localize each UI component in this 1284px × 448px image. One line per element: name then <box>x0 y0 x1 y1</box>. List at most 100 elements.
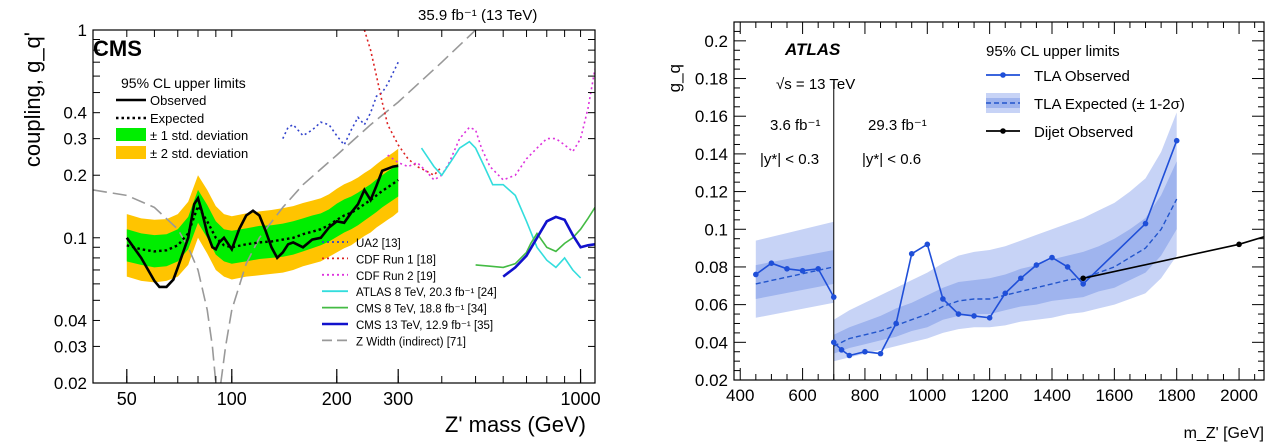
cms-y-tick-label: 1 <box>78 21 87 40</box>
atlas-title: ATLAS <box>784 40 841 59</box>
atlas-y-tick-label: 0.02 <box>695 371 728 390</box>
legend-other-label: Z Width (indirect) [71] <box>356 336 466 348</box>
cms-atlas8-line <box>420 140 582 279</box>
legend-band-swatch <box>116 146 146 159</box>
cms-expected-line <box>126 178 399 253</box>
atlas-y-tick-label: 0.12 <box>695 183 728 202</box>
atlas-tla-obs-high-point <box>846 352 853 359</box>
cms-legend: Observed Expected ± 1 std. deviation ± 2 st… <box>116 93 248 161</box>
atlas-tla-obs-low-point <box>784 266 790 272</box>
atlas-tla-obs-high-point <box>986 315 993 321</box>
atlas-legend-swatch-marker <box>1000 128 1006 134</box>
atlas-x-tick-label: 400 <box>726 386 754 405</box>
legend-other-label: ATLAS 8 TeV, 20.3 fb⁻¹ [24] <box>356 287 497 299</box>
cms-cdf1-line <box>363 30 443 177</box>
cms-legend-other: UA2 [13] CDF Run 1 [18] CDF Run 2 [19] ATLA… <box>322 238 497 348</box>
atlas-tla-obs-low-point <box>815 266 821 272</box>
cms-energy-label: 35.9 fb⁻¹ (13 TeV) <box>418 7 537 24</box>
cms-y-tick-label: 0.3 <box>63 130 87 149</box>
cms-observed-line <box>125 164 399 289</box>
legend-band-swatch <box>116 128 146 141</box>
atlas-tla-obs-high-point <box>971 313 977 319</box>
atlas-lumi-right: 29.3 fb⁻¹ <box>868 117 927 134</box>
atlas-tla-obs-high-point <box>838 347 845 353</box>
cms-x-tick-label: 100 <box>217 389 247 409</box>
atlas-y-tick-label: 0.06 <box>695 296 728 315</box>
atlas-y-tick-label: 0.1 <box>704 220 728 239</box>
atlas-x-tick-label: 1800 <box>1158 386 1196 405</box>
atlas-legend-swatch-marker <box>1000 72 1006 78</box>
atlas-dijet-obs-point <box>1080 275 1086 282</box>
cms-x-tick-label: 200 <box>322 389 352 409</box>
atlas-x-tick-label: 1600 <box>1095 386 1133 405</box>
legend-entry-label: ± 1 std. deviation <box>150 128 248 143</box>
atlas-xlabel: m_Z' [GeV] <box>1184 425 1264 442</box>
atlas-x-tick-label: 1200 <box>971 386 1009 405</box>
atlas-lumi-left: 3.6 fb⁻¹ <box>770 117 820 134</box>
atlas-legend-label: TLA Observed <box>1034 68 1130 85</box>
cms-zwidth-left <box>93 189 217 383</box>
atlas-dijet-obs-point <box>1236 241 1242 248</box>
atlas-tla-obs-high-point <box>877 350 884 357</box>
atlas-tla-obs-low-point <box>799 267 806 274</box>
legend-entry-label: Expected <box>150 111 204 126</box>
cms-zwidth-right <box>220 30 477 383</box>
legend-entry-label: Observed <box>150 93 206 108</box>
atlas-high-1sigma-band <box>833 161 1177 354</box>
atlas-tla-obs-high-point <box>1173 137 1180 144</box>
legend-other-label: UA2 [13] <box>356 238 401 250</box>
atlas-legend-label: TLA Expected (± 1-2σ) <box>1034 96 1185 113</box>
atlas-tla-obs-high-point <box>1033 262 1040 268</box>
cms-x-tick-label: 300 <box>383 389 413 409</box>
atlas-y-tick-label: 0.16 <box>695 107 728 126</box>
atlas-tla-obs-low-point <box>753 271 759 278</box>
atlas-legend-title: 95% CL upper limits <box>986 43 1120 60</box>
atlas-x-tick-label: 800 <box>851 386 879 405</box>
atlas-lines <box>753 82 1264 380</box>
legend-other-label: CDF Run 2 [19] <box>356 271 436 283</box>
legend-other-label: CMS 13 TeV, 12.9 fb⁻¹ [35] <box>356 320 493 332</box>
atlas-ylabel: g_q <box>665 64 684 92</box>
atlas-tla-obs-low-line <box>755 262 835 298</box>
atlas-sqrt-s: √s = 13 TeV <box>776 76 855 93</box>
cms-y-tick-label: 0.02 <box>54 374 87 393</box>
cms-band-2sigma <box>126 148 399 283</box>
cms-x-tick-label: 1000 <box>561 389 601 409</box>
legend-other-label: CDF Run 1 [18] <box>356 254 436 266</box>
atlas-legend: TLA Observed TLA Expected (± 1-2σ) Dijet O… <box>986 68 1185 141</box>
cms-ylabel: coupling, g_q' <box>20 32 45 167</box>
atlas-tla-obs-high-point <box>893 320 899 327</box>
cms-x-tick-label: 50 <box>117 389 137 409</box>
atlas-low-1sigma-band <box>755 250 834 299</box>
legend-other-label: CMS 8 TeV, 18.8 fb⁻¹ [34] <box>356 304 487 316</box>
atlas-tla-obs-high-point <box>1049 254 1055 261</box>
atlas-legend-label: Dijet Observed <box>1034 124 1133 141</box>
atlas-tla-obs-low-point <box>768 260 775 266</box>
cms-cdf2-line <box>387 68 595 181</box>
atlas-rap-right: |y*| < 0.6 <box>862 151 921 168</box>
atlas-tla-obs-high-point <box>830 339 837 346</box>
atlas-x-tick-label: 1000 <box>908 386 946 405</box>
atlas-y-tick-label: 0.18 <box>695 70 728 89</box>
atlas-y-tick-label: 0.2 <box>704 32 728 51</box>
cms-y-tick-label: 0.2 <box>63 166 87 185</box>
atlas-tla-obs-high-point <box>862 348 868 355</box>
cms-y-tick-label: 0.1 <box>63 229 87 248</box>
atlas-y-tick-label: 0.04 <box>695 333 728 352</box>
atlas-tla-obs-high-point <box>1080 281 1086 287</box>
atlas-tla-obs-high-point <box>1018 275 1024 282</box>
atlas-x-tick-label: 2000 <box>1220 386 1258 405</box>
atlas-tla-obs-high-point <box>1064 264 1071 270</box>
atlas-tla-obs-high-point <box>940 296 946 302</box>
atlas-tla-obs-high-point <box>1002 290 1009 297</box>
atlas-tla-obs-high-point <box>1142 220 1149 227</box>
atlas-tla-obs-high-point <box>955 311 962 317</box>
atlas-x-tick-label: 1400 <box>1033 386 1071 405</box>
cms-lines <box>93 30 595 383</box>
cms-cms8-line <box>475 206 595 269</box>
atlas-bands <box>755 112 1178 362</box>
atlas-y-tick-label: 0.14 <box>695 145 728 164</box>
cms-frame <box>92 29 596 384</box>
cms-xlabel: Z' mass (GeV) <box>445 412 586 437</box>
cms-y-tick-label: 0.03 <box>54 337 87 356</box>
